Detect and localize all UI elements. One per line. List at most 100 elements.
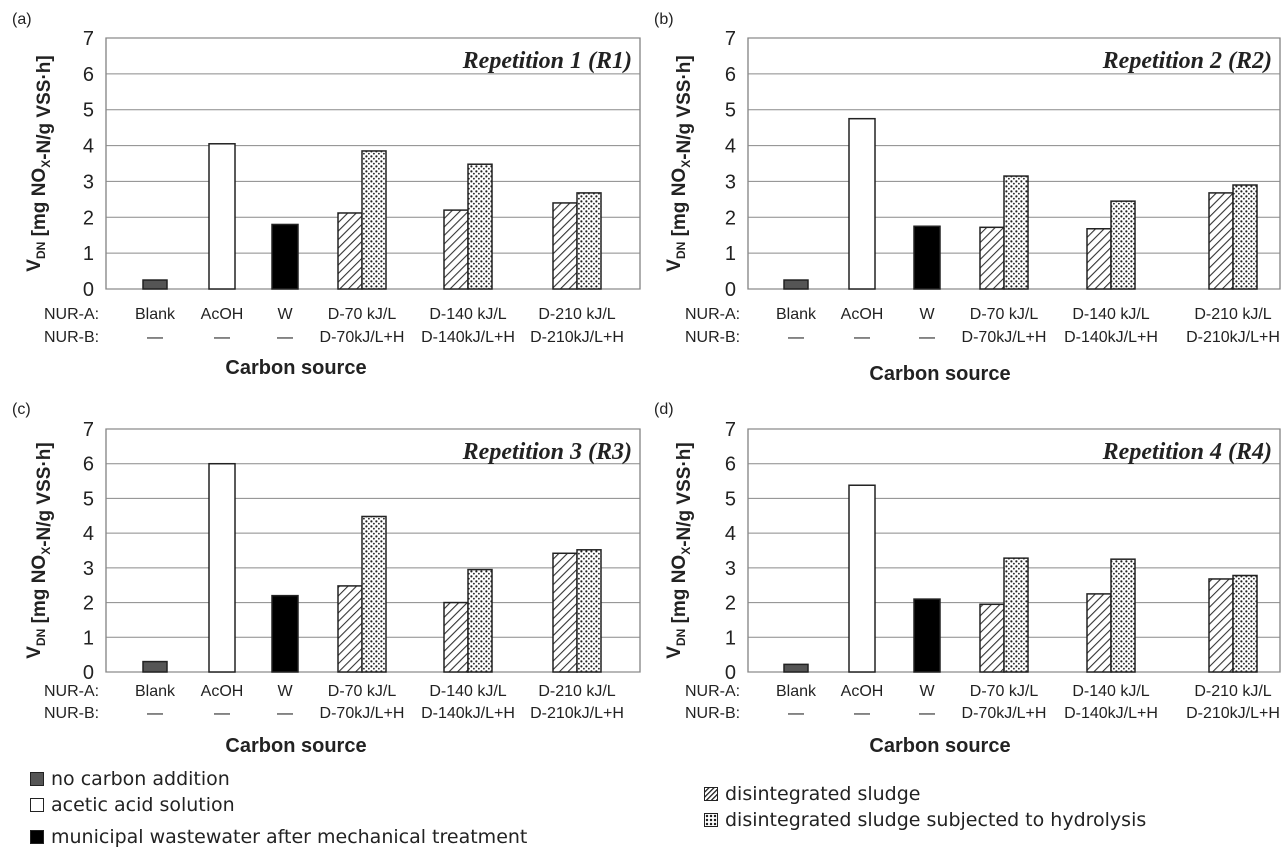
panel-label: (c) <box>12 401 31 418</box>
category-label-b: D-210kJ/L+H <box>1186 329 1280 346</box>
row-label-nur-a: NUR-A: <box>685 306 740 323</box>
category-label-b: — <box>277 705 293 722</box>
category-label-a: D-210 kJ/L <box>538 683 615 700</box>
bar-disintegrated <box>1208 192 1234 290</box>
bar-disintegrated <box>552 552 578 673</box>
bar-hydrolysis <box>1232 574 1258 673</box>
chart-panel-2: (b) 0 1 2 3 4 5 6 7 Repetition 2 (R2) VDN [mg NOX-… <box>654 11 1281 385</box>
bar-hydrolysis <box>1110 200 1136 290</box>
category-label-b: D-210kJ/L+H <box>530 329 624 346</box>
row-label-nur-b: NUR-B: <box>44 329 99 346</box>
category-label-b: D-140kJ/L+H <box>1064 329 1158 346</box>
category-label-b: D-70kJ/L+H <box>320 705 405 722</box>
legend-label: disintegrated sludge subjected to hydrol… <box>725 809 1147 831</box>
category-label-b: — <box>854 329 870 346</box>
chart-panel-1: (a) 0 1 2 3 4 5 6 7 Repetition 1 (R1) VDN [mg NOX-… <box>12 11 641 379</box>
category-label-a: W <box>277 306 293 323</box>
y-tick-label: 7 <box>83 28 94 50</box>
chart-title: Repetition 2 (R2) <box>1102 48 1272 74</box>
y-axis-label: VDN [mg NOX-N/g VSS·h] <box>664 442 695 658</box>
category-label-b: D-140kJ/L+H <box>1064 705 1158 722</box>
category-label-a: D-140 kJ/L <box>429 306 506 323</box>
x-axis-label: Carbon source <box>225 357 366 379</box>
bar-disintegrated <box>979 603 1005 673</box>
y-tick-label: 1 <box>725 627 736 649</box>
row-label-nur-a: NUR-A: <box>44 306 99 323</box>
y-tick-label: 6 <box>725 64 736 86</box>
row-label-nur-b: NUR-B: <box>685 705 740 722</box>
y-axis-label-part: -N/g VSS·h] <box>34 442 55 547</box>
row-label-nur-a: NUR-A: <box>44 683 99 700</box>
chart-title: Repetition 3 (R3) <box>462 439 632 465</box>
category-label-b: — <box>854 705 870 722</box>
y-tick-label: 4 <box>725 523 736 545</box>
legend-swatch-white <box>30 798 44 812</box>
y-axis-label-part: X <box>39 160 53 168</box>
bar-disintegrated <box>337 212 363 290</box>
y-tick-label: 4 <box>83 136 94 158</box>
row-label-nur-b: NUR-B: <box>685 329 740 346</box>
bar-disintegrated <box>979 226 1005 290</box>
bar-hydrolysis <box>1003 557 1029 673</box>
y-tick-label: 3 <box>725 171 736 193</box>
legend-swatch-black <box>30 830 44 844</box>
bar-disintegrated <box>337 585 363 673</box>
legend-item-disintegrated: disintegrated sludge <box>704 781 1146 807</box>
category-label-b: — <box>919 705 935 722</box>
category-label-a: AcOH <box>201 306 244 323</box>
category-label-b: — <box>788 329 804 346</box>
bar-disintegrated <box>443 601 469 673</box>
legend-item-acetic-acid: acetic acid solution <box>30 792 527 818</box>
legend-swatch-hatch <box>704 787 718 801</box>
category-label-a: Blank <box>776 306 817 323</box>
y-axis-label: VDN [mg NOX-N/g VSS·h] <box>664 55 695 271</box>
panel-label: (d) <box>654 401 674 418</box>
category-label-b: — <box>277 329 293 346</box>
y-axis-label-part: DN <box>34 629 48 646</box>
y-tick-label: 6 <box>725 454 736 476</box>
y-tick-label: 3 <box>83 558 94 580</box>
chart-panel-4: (d) 0 1 2 3 4 5 6 7 Repetition 4 (R4) VDN [mg NOX-… <box>654 401 1281 757</box>
bar-1 <box>142 660 168 673</box>
legend-right: disintegrated sludge disintegrated sludg… <box>704 781 1146 833</box>
category-label-b: D-70kJ/L+H <box>320 329 405 346</box>
bar-disintegrated <box>1086 593 1112 673</box>
y-axis-label-part: V <box>24 646 45 659</box>
y-tick-label: 7 <box>725 28 736 50</box>
y-tick-label: 3 <box>725 558 736 580</box>
y-tick-label: 5 <box>83 100 94 122</box>
category-label-a: AcOH <box>841 306 884 323</box>
bar-3 <box>271 594 299 673</box>
y-axis-label-part: -N/g VSS·h] <box>34 55 55 160</box>
y-axis-label-part: V <box>24 259 45 272</box>
category-label-a: D-210 kJ/L <box>538 306 615 323</box>
bar-hydrolysis <box>467 163 493 290</box>
category-label-b: — <box>214 329 230 346</box>
category-label-a: D-210 kJ/L <box>1194 306 1271 323</box>
y-axis-label-part: [mg NO <box>669 168 690 242</box>
y-axis-label: VDN [mg NOX-N/g VSS·h] <box>24 55 55 271</box>
category-label-a: D-70 kJ/L <box>970 683 1039 700</box>
chart-title: Repetition 1 (R1) <box>462 48 632 74</box>
y-tick-label: 5 <box>83 488 94 510</box>
legend-item-hydrolysis: disintegrated sludge subjected to hydrol… <box>704 807 1146 833</box>
y-tick-label: 0 <box>83 279 94 301</box>
y-axis-label-part: V <box>664 646 685 659</box>
legend-left: no carbon addition acetic acid solution … <box>30 766 527 850</box>
y-tick-label: 2 <box>83 593 94 615</box>
category-label-a: D-70 kJ/L <box>328 306 397 323</box>
y-tick-label: 6 <box>83 64 94 86</box>
x-axis-label: Carbon source <box>869 735 1010 757</box>
y-tick-label: 4 <box>725 136 736 158</box>
y-axis-label-part: -N/g VSS·h] <box>674 55 695 160</box>
category-label-a: D-140 kJ/L <box>1072 683 1149 700</box>
legend-swatch-gray <box>30 772 44 786</box>
category-label-a: Blank <box>135 306 176 323</box>
y-axis-label-part: X <box>679 547 693 555</box>
panel-label: (b) <box>654 11 674 28</box>
legend-item-wastewater: municipal wastewater after mechanical tr… <box>30 824 527 850</box>
bar-2 <box>848 484 876 673</box>
category-label-b: D-70kJ/L+H <box>962 329 1047 346</box>
chart-panel-3: (c) 0 1 2 3 4 5 6 7 Repetition 3 (R3) VDN [mg NOX-… <box>12 401 641 757</box>
y-tick-label: 0 <box>725 662 736 684</box>
